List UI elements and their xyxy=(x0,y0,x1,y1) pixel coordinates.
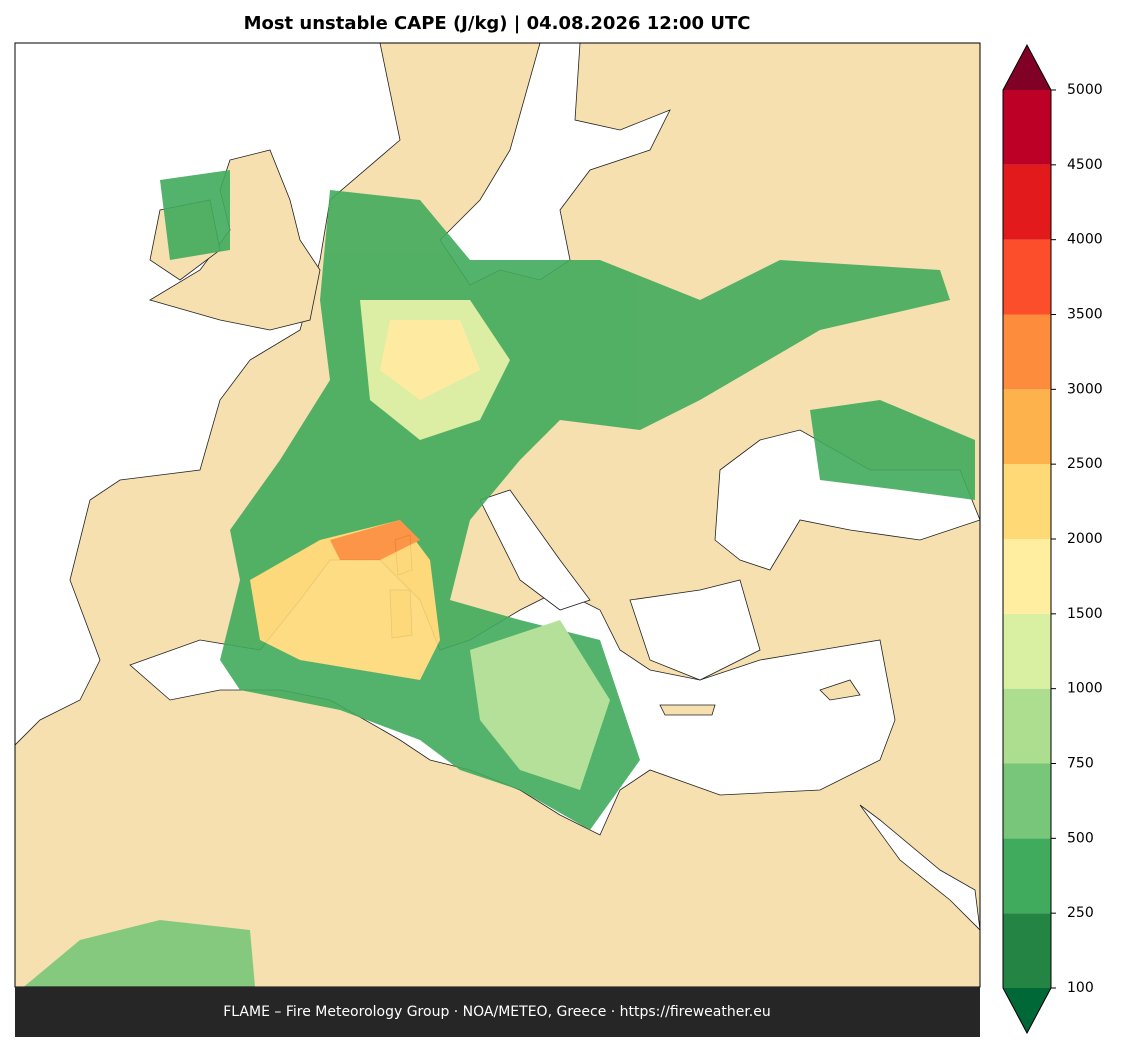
colorbar-tick-label: 3000 xyxy=(1067,381,1103,397)
colorbar-segment xyxy=(1003,763,1051,839)
colorbar-segment xyxy=(1003,90,1051,165)
colorbar-segment xyxy=(1003,164,1051,240)
map-title: Most unstable CAPE (J/kg) | 04.08.2026 1… xyxy=(244,13,751,34)
colorbar-tick-label: 750 xyxy=(1067,756,1094,772)
footer-text: FLAME – Fire Meteorology Group · NOA/MET… xyxy=(223,1004,771,1020)
colorbar-segment xyxy=(1003,539,1051,614)
colorbar-tick-label: 100 xyxy=(1067,980,1094,996)
colorbar-tick-label: 500 xyxy=(1067,830,1094,846)
cape-field xyxy=(20,170,975,987)
colorbar-tick-label: 250 xyxy=(1067,905,1094,921)
colorbar: 100 250 500 750 1000 1500 2000 2500 3000 3500 4000… xyxy=(1002,43,1103,1035)
colorbar-tick-label: 4000 xyxy=(1067,232,1103,248)
colorbar-segment xyxy=(1003,613,1051,689)
footer-bar xyxy=(15,987,980,1037)
colorbar-segment xyxy=(1003,239,1051,315)
colorbar-over xyxy=(1003,45,1051,90)
colorbar-tick-label: 2000 xyxy=(1067,531,1103,547)
colorbar-tick-label: 1000 xyxy=(1067,681,1103,697)
colorbar-segment xyxy=(1003,389,1051,465)
colorbar-segment xyxy=(1003,688,1051,764)
colorbar-tick-label: 4500 xyxy=(1067,157,1103,173)
colorbar-tick-label: 5000 xyxy=(1067,82,1103,98)
colorbar-segment xyxy=(1003,913,1051,988)
colorbar-tick-label: 3500 xyxy=(1067,307,1103,323)
colorbar-segment xyxy=(1003,314,1051,390)
map: FLAME – Fire Meteorology Group · NOA/MET… xyxy=(14,42,981,1037)
colorbar-tick-label: 2500 xyxy=(1067,456,1103,472)
colorbar-segment xyxy=(1003,464,1051,539)
colorbar-tick-label: 1500 xyxy=(1067,606,1103,622)
colorbar-segment xyxy=(1003,838,1051,914)
colorbar-under xyxy=(1003,988,1051,1033)
